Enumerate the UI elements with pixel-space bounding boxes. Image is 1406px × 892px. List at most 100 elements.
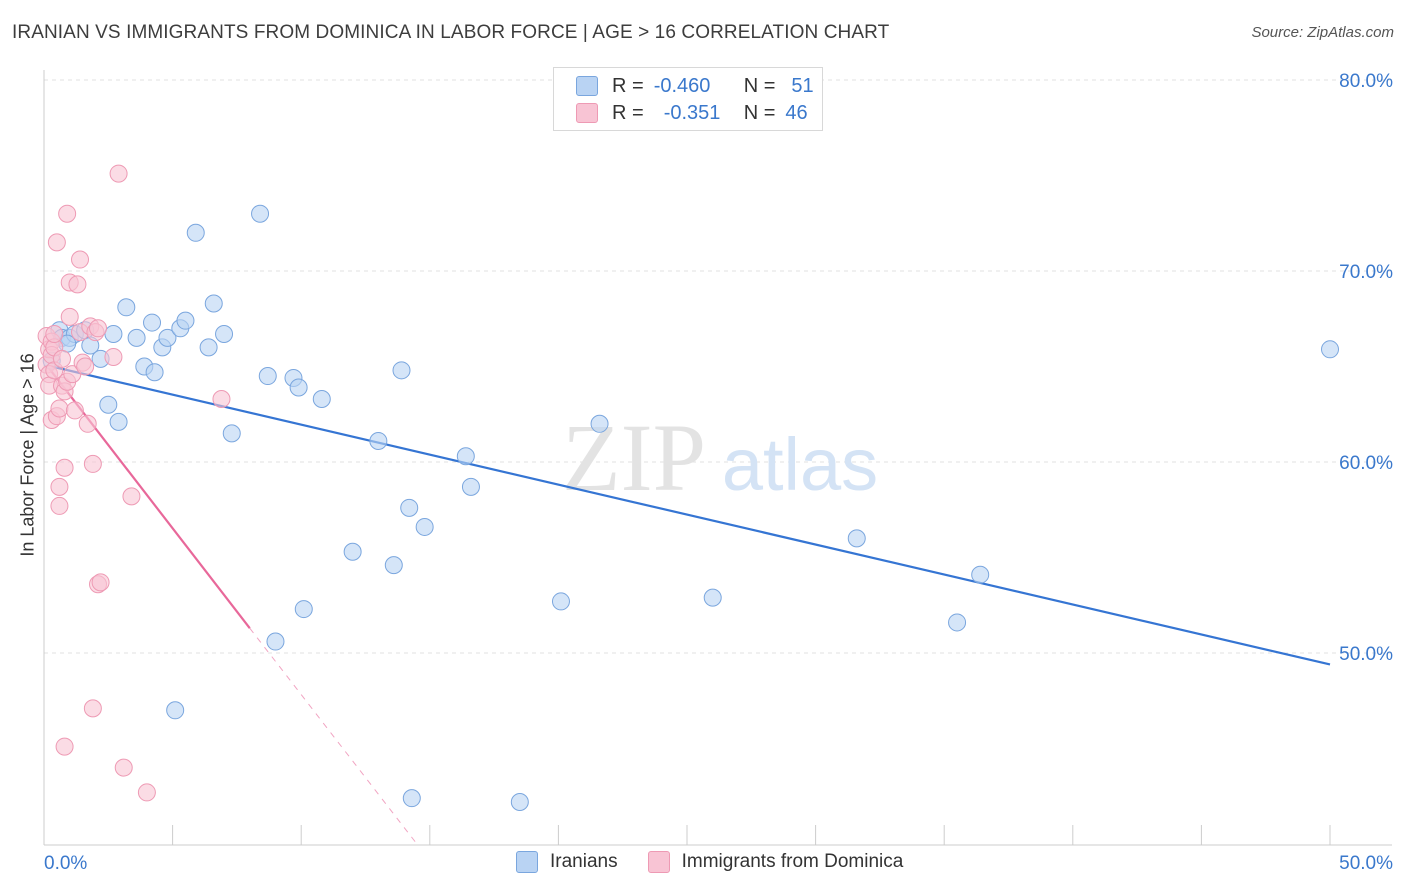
point-iranians [266, 632, 285, 651]
point-dominica [76, 357, 95, 376]
point-iranians [392, 361, 411, 380]
point-iranians [369, 431, 388, 450]
point-iranians [251, 204, 270, 223]
bottom-legend: Iranians Immigrants from Dominica [516, 851, 933, 873]
point-iranians [703, 588, 722, 607]
y-tick-label: 70.0% [1339, 262, 1393, 283]
source-label: Source: ZipAtlas.com [1251, 24, 1394, 41]
point-dominica [60, 307, 79, 326]
point-dominica [114, 758, 133, 777]
x-tick-label-min: 0.0% [44, 853, 87, 874]
point-iranians [215, 325, 234, 344]
legend-item-iranians[interactable]: Iranians [516, 851, 618, 873]
point-iranians [145, 363, 164, 382]
legend-swatch-pink [576, 103, 598, 123]
point-iranians [127, 328, 146, 347]
point-iranians [415, 517, 434, 536]
point-dominica [47, 233, 66, 252]
legend-swatch-blue [576, 76, 598, 96]
point-iranians [402, 789, 421, 808]
point-dominica [109, 164, 128, 183]
chart-title: IRANIAN VS IMMIGRANTS FROM DOMINICA IN L… [12, 22, 890, 43]
legend-label-dominica: Immigrants from Dominica [681, 851, 904, 872]
point-iranians [400, 498, 419, 517]
point-dominica [137, 783, 156, 802]
point-dominica [50, 477, 69, 496]
legend-n-value-dominica: 46 [785, 101, 808, 124]
point-dominica [65, 401, 84, 420]
point-iranians [948, 613, 967, 632]
point-dominica [58, 204, 77, 223]
legend-swatch-blue [516, 851, 538, 873]
point-dominica [78, 414, 97, 433]
point-iranians [158, 328, 177, 347]
point-iranians [117, 298, 136, 317]
legend-label-iranians: Iranians [550, 851, 618, 872]
legend-n-label: N = [743, 74, 776, 97]
point-dominica [83, 699, 102, 718]
point-iranians [199, 338, 218, 357]
legend-n-value-iranians: 51 [791, 74, 814, 97]
legend-r-value-iranians: -0.460 [653, 74, 711, 97]
x-tick-label-max: 50.0% [1339, 853, 1393, 874]
point-iranians [847, 529, 866, 548]
point-dominica [45, 325, 64, 344]
point-dominica [89, 319, 108, 338]
point-iranians [222, 424, 241, 443]
point-iranians [166, 701, 185, 720]
point-iranians [343, 542, 362, 561]
tick-labels: 50.0% 60.0% 70.0% 80.0% 0.0% 50.0% [44, 71, 1393, 874]
point-iranians [461, 477, 480, 496]
point-dominica [104, 347, 123, 366]
point-dominica [55, 458, 74, 477]
legend-row-dominica: R = -0.351 N = 46 [576, 101, 808, 125]
legend-r-label: R = [612, 101, 644, 124]
legend-row-iranians: R = -0.460 N = 51 [576, 74, 814, 98]
y-tick-label: 80.0% [1339, 71, 1393, 92]
point-iranians [289, 378, 308, 397]
point-dominica [212, 389, 231, 408]
point-iranians [99, 395, 118, 414]
point-iranians [186, 223, 205, 242]
point-dominica [83, 454, 102, 473]
point-dominica [50, 496, 69, 515]
point-iranians [510, 792, 529, 811]
y-tick-label: 50.0% [1339, 644, 1393, 665]
point-iranians [143, 313, 162, 332]
point-iranians [294, 600, 313, 619]
point-iranians [109, 412, 128, 431]
point-dominica [53, 349, 72, 368]
point-iranians [456, 447, 475, 466]
legend-item-dominica[interactable]: Immigrants from Dominica [647, 851, 904, 873]
point-iranians [204, 294, 223, 313]
point-dominica [55, 737, 74, 756]
point-iranians [176, 311, 195, 330]
watermark-atlas: atlas [722, 423, 878, 506]
trendline-dominica [249, 627, 418, 845]
point-iranians [384, 556, 403, 575]
legend-swatch-pink [647, 851, 670, 873]
trendline-iranians [51, 365, 1331, 666]
point-iranians [590, 414, 609, 433]
point-dominica [71, 250, 90, 269]
point-iranians [1321, 340, 1339, 359]
gridlines [44, 79, 1392, 654]
y-tick-label: 60.0% [1339, 453, 1393, 474]
axes [43, 70, 1392, 846]
legend-r-value-dominica: -0.351 [663, 101, 721, 124]
points [37, 164, 1339, 811]
point-iranians [312, 389, 331, 408]
point-dominica [50, 399, 69, 418]
point-dominica [122, 487, 141, 506]
point-iranians [971, 565, 990, 584]
point-dominica [68, 275, 87, 294]
watermark-zip: ZIP [562, 404, 706, 511]
point-iranians [104, 325, 123, 344]
legend-n-label: N = [743, 101, 776, 124]
point-iranians [258, 367, 277, 386]
y-axis-label: In Labor Force | Age > 16 [17, 353, 38, 557]
legend-r-label: R = [612, 74, 644, 97]
point-iranians [551, 592, 570, 611]
point-dominica [91, 573, 110, 592]
